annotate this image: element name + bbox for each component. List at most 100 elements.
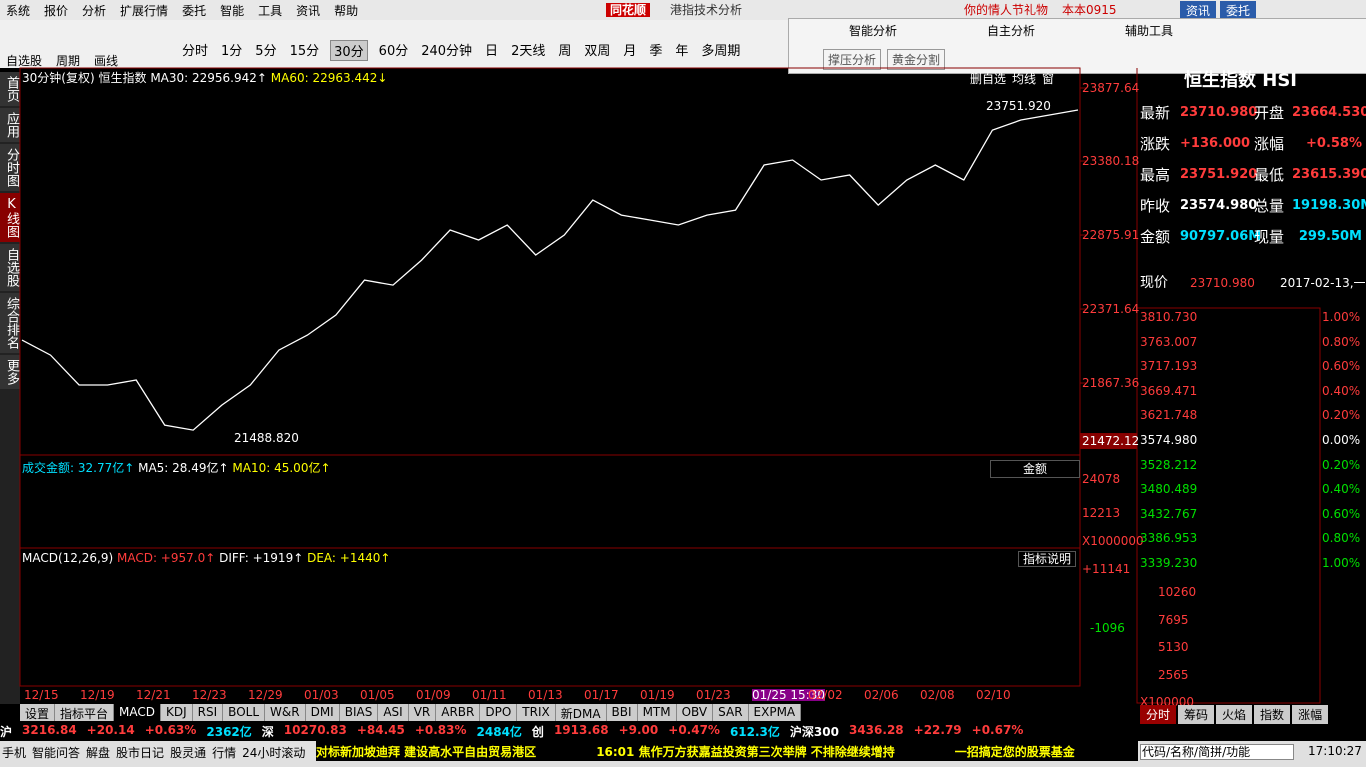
indicator-tab[interactable]: MACD [114,704,162,721]
top-button[interactable]: 资讯 [1180,1,1217,20]
analysis-tab[interactable]: 智能分析 [849,24,898,38]
macd-button[interactable]: 指标说明 [1018,551,1077,567]
footer-button[interactable]: 解盘 [86,746,111,760]
indicator-tab[interactable]: SAR [713,704,749,721]
indicator-tab[interactable]: 指标平台 [55,704,115,721]
menu-item[interactable]: 委托 [182,3,207,18]
indicator-tab[interactable]: MTM [638,704,677,721]
ticker-item: 沪深300 [789,725,839,739]
footer-button[interactable]: 24小时滚动 [242,746,306,760]
menu-item[interactable]: 工具 [258,3,283,18]
side-tab[interactable]: 分时图 [0,144,20,191]
volume-select[interactable]: 金额 [990,460,1080,478]
news[interactable]: 对标新加坡迪拜 建设高水平自由贸易港区 [316,744,537,759]
footer-button[interactable]: 行情 [212,746,237,760]
top-button[interactable]: 委托 [1220,1,1257,20]
side-tab[interactable]: K线图 [0,193,20,242]
period[interactable]: 30分 [330,40,368,61]
right-tab[interactable]: 分时 [1140,705,1177,724]
menu-item[interactable]: 报价 [44,3,69,18]
tool[interactable]: 自选股 [6,54,43,68]
right-tab[interactable]: 指数 [1254,705,1291,724]
current-label: 21472.12 [1082,434,1139,448]
date-label: 01/23 [696,688,731,702]
chart-button[interactable]: 删自选 [970,72,1007,86]
y-tick-label: 23380.18 [1082,154,1139,168]
tool[interactable]: 画线 [94,54,119,68]
tool[interactable]: 周期 [56,54,81,68]
footer-button[interactable]: 股市日记 [116,746,165,760]
promo[interactable]: 你的情人节礼物 [964,3,1049,17]
right-tab[interactable]: 筹码 [1178,705,1215,724]
chart-button[interactable]: 均线 [1012,72,1037,86]
menu-item[interactable]: 资讯 [296,3,321,18]
menu-item[interactable]: 帮助 [334,3,359,18]
indicator-tab[interactable]: TRIX [517,704,556,721]
quote-cell: 昨收 [1140,197,1171,215]
quote-cell: 23574.980 [1180,198,1258,213]
period[interactable]: 1分 [221,44,243,59]
indicator-tab[interactable]: 新DMA [556,704,607,721]
menu-item[interactable]: 分析 [82,3,107,18]
footer-button[interactable]: 股灵通 [170,746,207,760]
right-tab[interactable]: 火焰 [1216,705,1253,724]
indicator-tab[interactable]: VR [409,704,437,721]
period[interactable]: 60分 [378,44,409,59]
footer-button[interactable]: 智能问答 [32,746,81,760]
indicator-tab[interactable]: BOLL [223,704,266,721]
period[interactable]: 分时 [182,44,209,59]
indicator-tab[interactable]: BBI [607,704,638,721]
intraday-vol: 7695 [1158,612,1189,627]
ticker-item: +0.67% [971,723,1024,737]
indicator-tab[interactable]: OBV [677,704,714,721]
period[interactable]: 5分 [255,44,277,59]
period[interactable]: 15分 [289,44,320,59]
analysis-button[interactable]: 黄金分割 [887,49,946,70]
vol-axis: 12213 [1082,506,1121,520]
side-tab[interactable]: 首页 [0,72,20,106]
indicator-tab[interactable]: BIAS [340,704,379,721]
side-tab[interactable]: 综合排名 [0,293,20,353]
analysis-tab[interactable]: 辅助工具 [1125,24,1174,38]
period[interactable]: 日 [485,44,499,59]
menu-item[interactable]: 系统 [6,3,31,18]
chart-button[interactable]: 窗 [1042,72,1055,86]
indicator-tab[interactable]: DPO [480,704,518,721]
ticker-item: +20.14 [86,723,135,737]
news[interactable]: 一招搞定您的股票基金 [954,744,1075,759]
indicator-tab[interactable]: RSI [193,704,224,721]
period[interactable]: 双周 [584,44,611,59]
analysis-tab[interactable]: 自主分析 [987,24,1036,38]
period[interactable]: 多周期 [701,44,741,59]
side-tab[interactable]: 更多 [0,355,20,389]
period[interactable]: 年 [675,44,689,59]
indicator-tab[interactable]: DMI [306,704,340,721]
search[interactable]: 代码/名称/简拼/功能 [1140,744,1294,760]
intraday-price: 3763.007 [1140,334,1198,349]
analysis-button[interactable]: 撑压分析 [823,49,882,70]
period[interactable]: 2天线 [511,44,546,59]
right-tab[interactable]: 涨幅 [1292,705,1329,724]
period[interactable]: 季 [649,44,663,59]
indicator-tab[interactable]: EXPMA [749,704,802,721]
indicator-tab[interactable]: ARBR [436,704,481,721]
quote-cell: 23751.920 [1180,167,1258,182]
indicator-tab[interactable]: W&R [265,704,306,721]
footer-button[interactable]: 手机 [2,746,27,760]
side-tab[interactable]: 应用 [0,108,20,142]
user[interactable]: 本本0915 [1062,3,1117,17]
indicator-tab[interactable]: ASI [378,704,409,721]
period[interactable]: 240分钟 [421,44,473,59]
period[interactable]: 周 [558,44,572,59]
news[interactable]: 16:01 焦作万方获嘉益投资第三次举牌 不排除继续增持 [596,744,895,759]
period[interactable]: 月 [623,44,637,59]
kline-header: 30分钟(复权) 恒生指数 MA30: 22956.942↑ MA60: 229… [22,72,387,84]
indicator-tab[interactable]: 设置 [20,704,56,721]
menu-item[interactable]: 智能 [220,3,245,18]
menu-item[interactable]: 扩展行情 [120,3,169,18]
quote-cell: 299.50M [1298,229,1362,244]
side-tab[interactable]: 自选股 [0,244,20,291]
price-now-label: 现价 [1140,275,1168,291]
indicator-tab[interactable]: KDJ [161,704,193,721]
sidebar: 首页 应用 分时图 K线图 自选股 综合排名 更多 [0,72,20,704]
